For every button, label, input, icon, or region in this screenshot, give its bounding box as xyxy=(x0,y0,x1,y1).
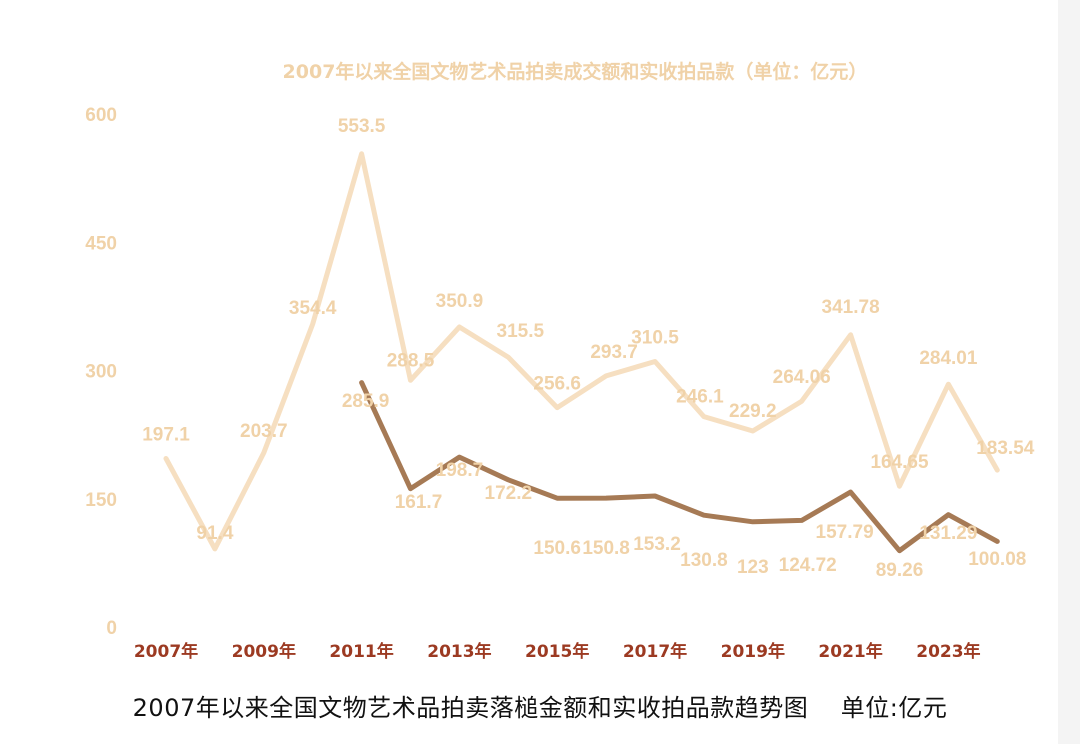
data-label-series-1: 315.5 xyxy=(497,321,545,342)
y-tick-label: 0 xyxy=(106,618,117,639)
data-label-series-1: 553.5 xyxy=(338,116,386,137)
x-tick-label: 2013年 xyxy=(427,641,491,662)
y-tick-label: 600 xyxy=(85,105,117,126)
x-tick-label: 2021年 xyxy=(818,641,882,662)
y-tick-label: 450 xyxy=(85,233,117,254)
figure-caption: 2007年以来全国文物艺术品拍卖落槌金额和实收拍品款趋势图 单位:亿元 xyxy=(132,694,948,722)
data-label-series-1: 284.01 xyxy=(919,348,978,369)
data-label-series-1: 264.06 xyxy=(773,367,831,388)
x-tick-label: 2019年 xyxy=(721,641,785,662)
data-label-series-1: 229.2 xyxy=(729,401,777,422)
data-label-series-2: 157.79 xyxy=(816,522,874,543)
data-label-series-1: 310.5 xyxy=(631,328,679,349)
data-labels: 197.1 91.4 203.7 354.4 553.5 288.5 350.9 315.5 2… xyxy=(142,116,1035,581)
x-tick-label: 2007年 xyxy=(134,641,198,662)
x-tick-label: 2023年 xyxy=(916,641,980,662)
x-tick-label: 2011年 xyxy=(329,641,393,662)
data-label-series-2: 172.2 xyxy=(485,483,533,504)
data-label-series-2: 153.2 xyxy=(633,534,681,555)
data-label-series-1: 354.4 xyxy=(289,298,337,319)
x-tick-label: 2009年 xyxy=(232,641,296,662)
data-label-series-2: 131.29 xyxy=(919,523,977,544)
y-tick-label: 300 xyxy=(85,362,117,383)
data-label-series-2: 150.8 xyxy=(582,538,630,559)
chart-title: 2007年以来全国文物艺术品拍卖成交额和实收拍品款（单位：亿元） xyxy=(283,60,868,83)
data-label-series-1: 350.9 xyxy=(436,291,484,312)
x-tick-label: 2017年 xyxy=(623,641,687,662)
series-lines xyxy=(163,151,1000,554)
x-axis-ticks: 2007年 2009年 2011年 2013年 2015年 2017年 2019年 2021年… xyxy=(134,641,981,662)
x-tick-label: 2015年 xyxy=(525,641,589,662)
data-label-series-1: 183.54 xyxy=(976,438,1035,459)
data-label-series-1: 341.78 xyxy=(822,297,880,318)
data-label-series-2: 100.08 xyxy=(968,549,1026,570)
data-label-series-2: 89.26 xyxy=(876,560,924,581)
data-label-series-1: 246.1 xyxy=(676,387,724,408)
data-label-series-2: 130.8 xyxy=(680,550,728,571)
line-chart: 2007年以来全国文物艺术品拍卖成交额和实收拍品款（单位：亿元） 0 150 300… xyxy=(85,60,1035,662)
y-axis-ticks: 0 150 300 450 600 xyxy=(85,105,117,639)
data-label-series-1: 256.6 xyxy=(533,374,581,395)
data-label-series-1: 293.7 xyxy=(590,342,638,363)
data-label-series-2: 150.6 xyxy=(533,538,581,559)
right-edge-strip xyxy=(1058,0,1080,744)
data-label-series-2: 124.72 xyxy=(779,555,837,576)
series-line-2 xyxy=(359,380,1000,554)
data-label-series-2: 285.9 xyxy=(342,391,390,412)
data-label-series-2: 123 xyxy=(737,557,769,578)
data-label-series-2: 198.7 xyxy=(436,460,484,481)
data-label-series-1: 197.1 xyxy=(142,424,190,445)
data-label-series-1: 164.65 xyxy=(870,452,929,473)
data-label-series-1: 203.7 xyxy=(240,421,288,442)
data-label-series-1: 288.5 xyxy=(387,350,435,371)
data-label-series-2: 161.7 xyxy=(395,492,443,513)
series-line-1 xyxy=(163,151,1000,552)
y-tick-label: 150 xyxy=(85,490,117,511)
data-label-series-1: 91.4 xyxy=(196,523,233,544)
